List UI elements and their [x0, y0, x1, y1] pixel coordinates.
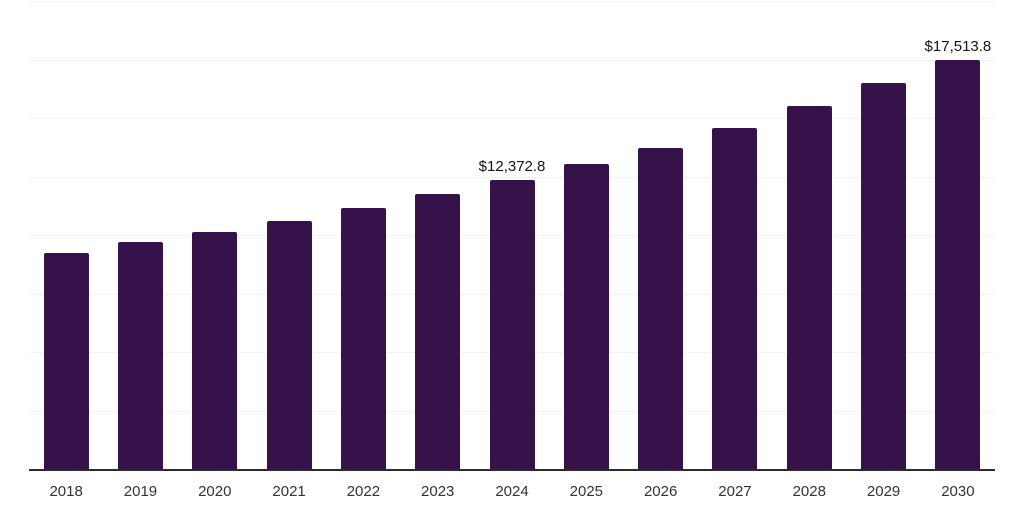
bar-band-2019 [103, 2, 177, 470]
bar-2029 [861, 82, 907, 470]
bar-band-2030: $17,513.8 [921, 2, 995, 470]
bar-2019 [117, 242, 163, 470]
gridline-20000 [29, 1, 995, 2]
x-tick-2019: 2019 [123, 483, 158, 500]
bar-band-2018 [29, 2, 103, 470]
bar-band-2023 [401, 2, 475, 470]
bar-2024: $12,372.8 [479, 159, 545, 470]
bar-band-2025 [549, 2, 623, 470]
x-axis-line [29, 469, 995, 471]
x-tick-2023: 2023 [421, 483, 455, 500]
bar-band-2022 [326, 2, 400, 470]
plot-area: $12,372.8 $17,513.8 [29, 1, 995, 471]
x-tick-2030: 2030 [941, 483, 975, 500]
bar-2028 [786, 105, 832, 470]
bar-2030: $17,513.8 [925, 39, 991, 470]
x-tick-2026: 2026 [643, 483, 678, 500]
x-tick-2025: 2025 [569, 483, 604, 500]
x-axis-tick-labels: 2018 2019 2020 2021 2022 2023 2024 2025 2026 2027… [29, 483, 995, 500]
bar-band-2028 [772, 2, 846, 470]
bar-band-2021 [252, 2, 326, 470]
bar-band-2026 [624, 2, 698, 470]
x-tick-2018: 2018 [49, 483, 83, 500]
x-tick-2028: 2028 [792, 483, 826, 500]
gridline-15000 [29, 118, 995, 119]
bar-band-2029 [846, 2, 920, 470]
bar-2027 [712, 127, 758, 470]
bar-series: $12,372.8 $17,513.8 [29, 2, 995, 470]
x-tick-2021: 2021 [272, 483, 306, 500]
data-label-2024: $12,372.8 [478, 158, 546, 176]
bar-2022 [340, 207, 386, 470]
bar-2021 [266, 221, 312, 470]
gridline-17500 [29, 59, 995, 61]
gridline-12500 [29, 176, 995, 178]
bar-band-2024: $12,372.8 [475, 2, 549, 470]
bar-2018 [43, 253, 89, 470]
bar-band-2020 [178, 2, 252, 470]
bar-2025 [563, 163, 609, 470]
x-tick-2020: 2020 [198, 483, 232, 500]
x-tick-2029: 2029 [866, 483, 901, 500]
data-label-2030: $17,513.8 [924, 38, 992, 56]
bar-2026 [638, 147, 684, 470]
bar-band-2027 [698, 2, 772, 470]
x-tick-2024: 2024 [495, 483, 529, 500]
bar-2023 [415, 193, 461, 470]
x-tick-2022: 2022 [346, 483, 381, 500]
bar-2020 [192, 232, 238, 470]
x-tick-2027: 2027 [718, 483, 752, 500]
